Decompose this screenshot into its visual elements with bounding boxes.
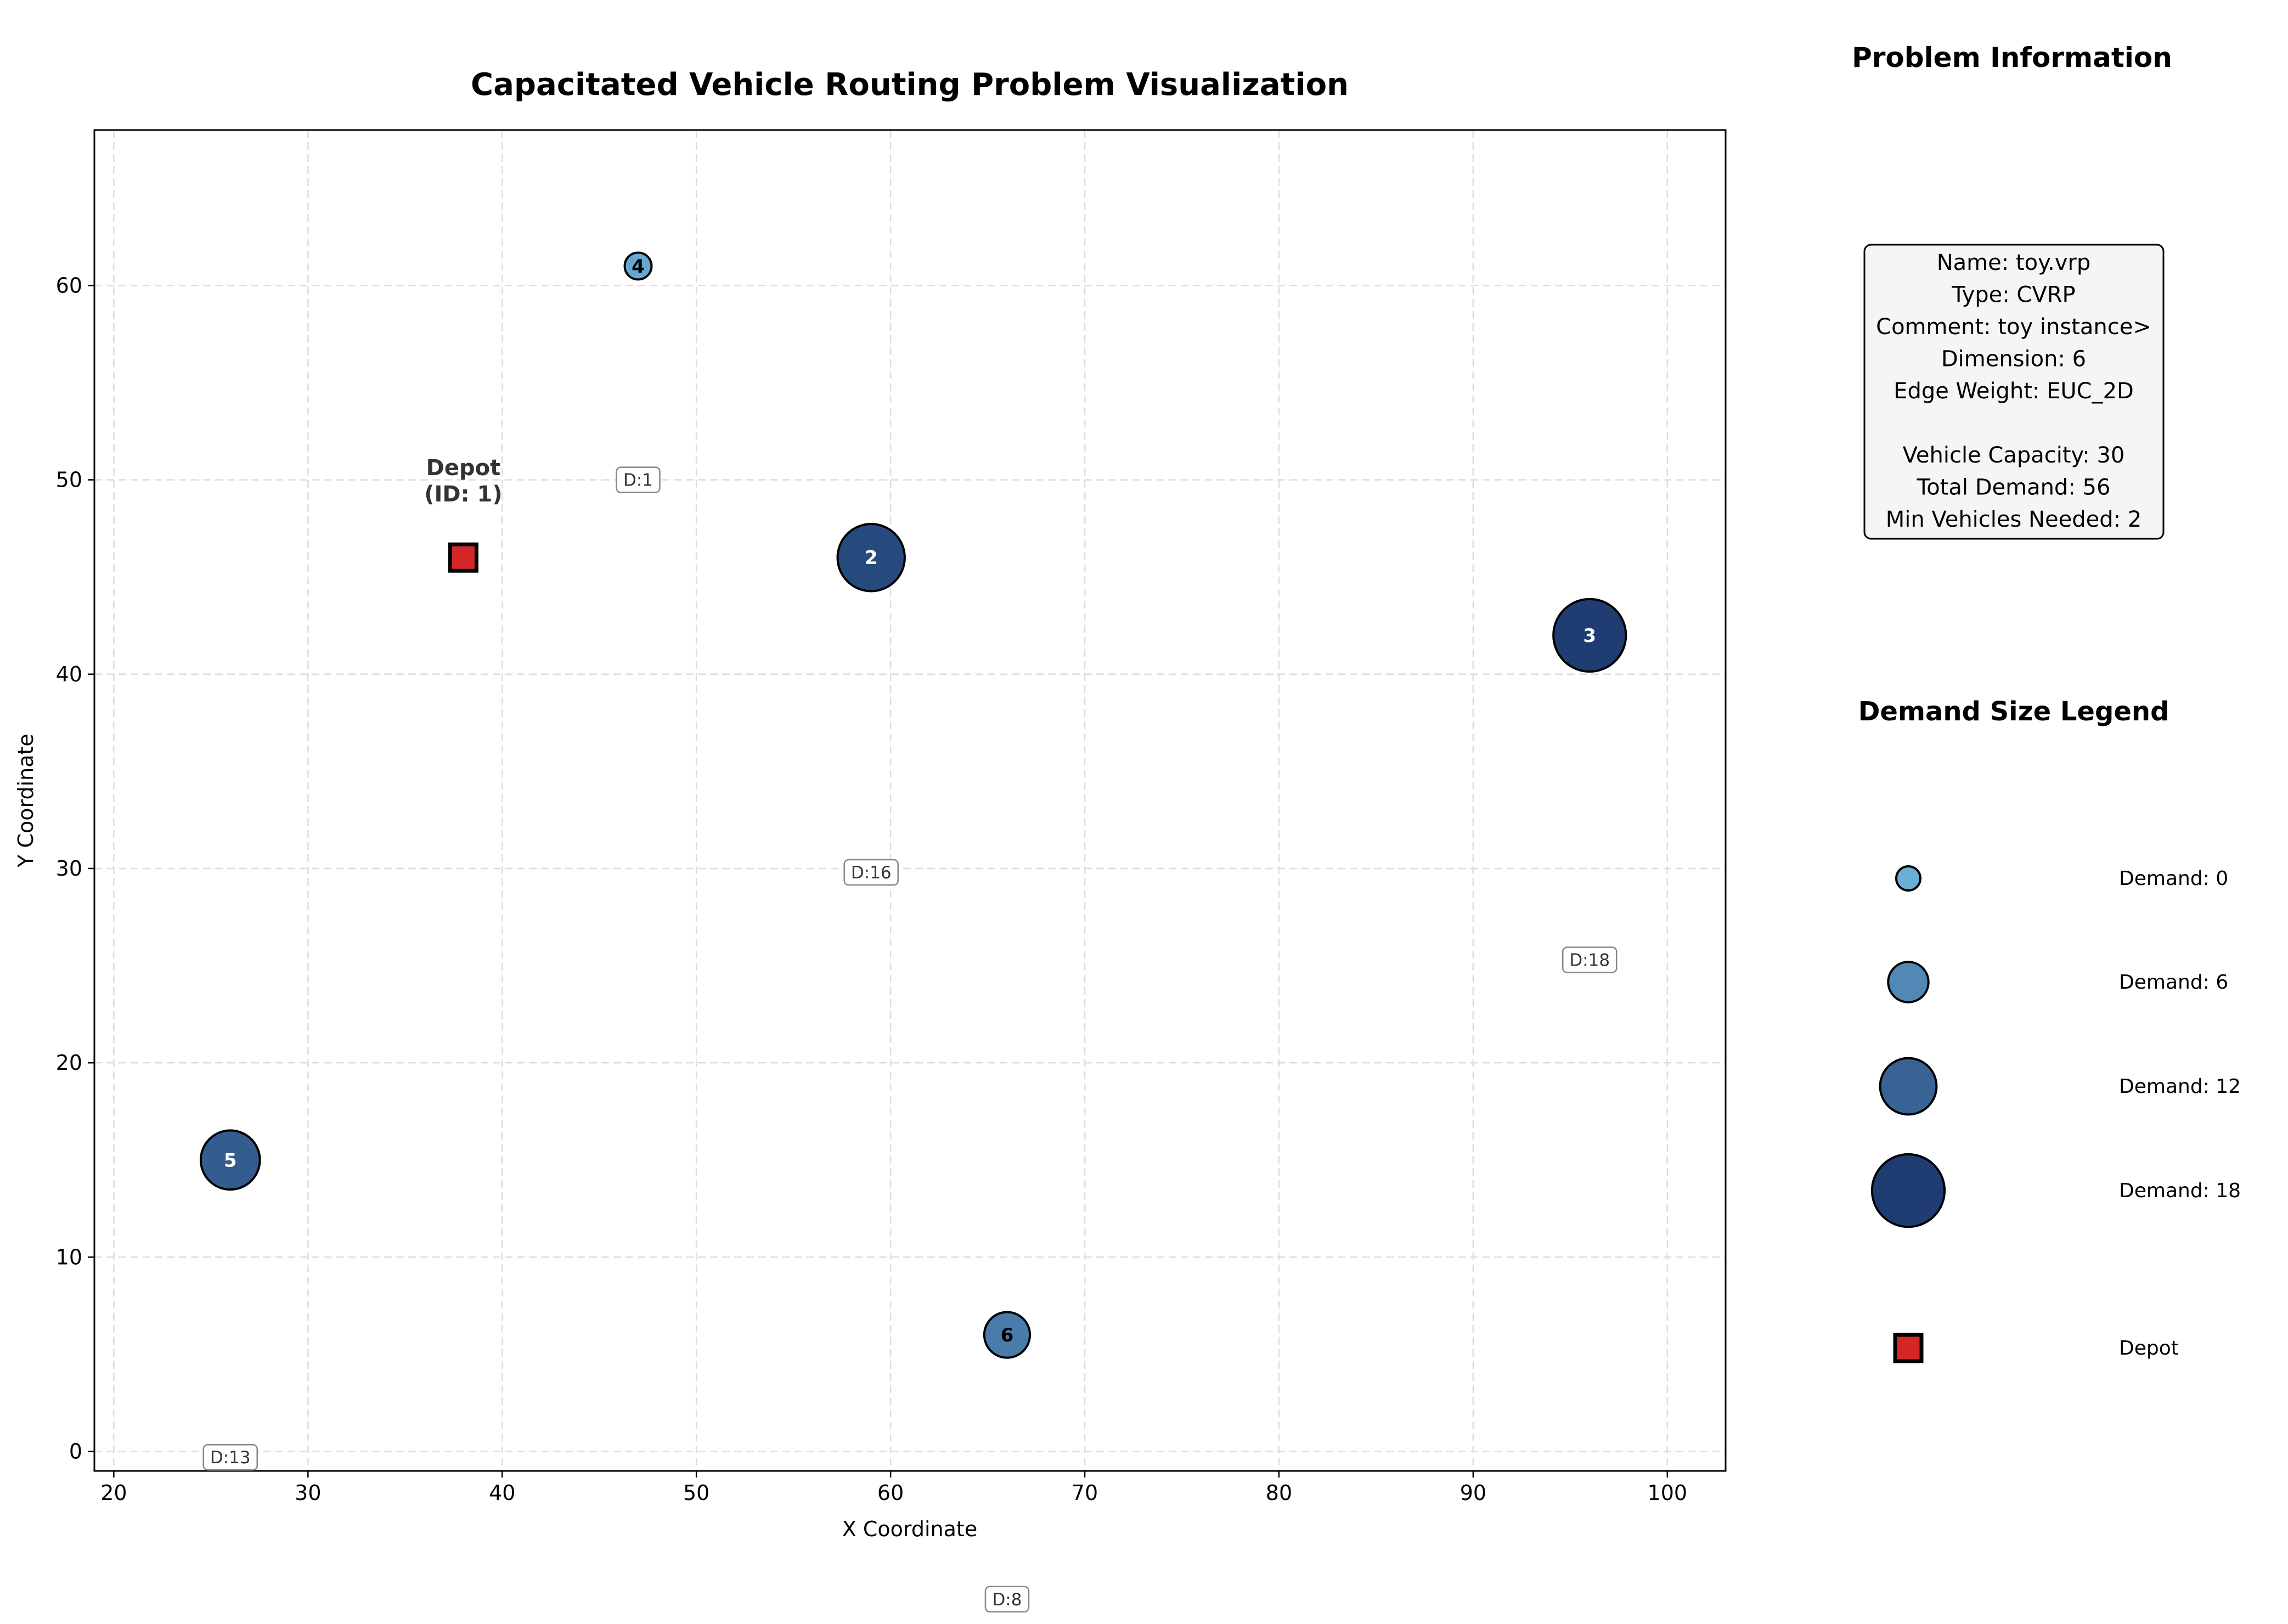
depot-marker	[448, 542, 478, 573]
depot-label: Depot (ID: 1)	[424, 455, 502, 507]
legend-title: Demand Size Legend	[1858, 696, 2169, 727]
y-tick-label: 40	[56, 662, 82, 686]
grid-lines	[94, 130, 1726, 1471]
x-axis-label: X Coordinate	[842, 1517, 977, 1541]
customer-node	[983, 1311, 1032, 1359]
y-tick-label: 50	[56, 468, 82, 492]
x-tick-label: 90	[1460, 1481, 1486, 1505]
info-panel-line: Name: toy.vrp	[1937, 250, 2091, 275]
info-panel-line: Dimension: 6	[1941, 347, 2086, 372]
demand-label-box	[984, 1586, 1030, 1613]
legend-swatch	[1870, 1153, 1946, 1228]
plot-points: 2 3 4 5 6 Depot (ID: 1)	[199, 251, 1627, 1359]
customer-id-label: 4	[632, 256, 645, 278]
y-tick-label: 0	[69, 1440, 82, 1464]
axis-ticks: 20 30 40 50 60 70 80 90 100 0 10 20 30 40 50 60	[56, 273, 1687, 1505]
legend-depot-swatch	[1893, 1333, 1924, 1363]
customer-id-label: 5	[224, 1149, 237, 1171]
demand-label-box	[616, 466, 661, 493]
info-panel-line: Type: CVRP	[1951, 283, 2075, 308]
customer-id-label: 3	[1583, 625, 1596, 647]
y-tick-label: 30	[56, 856, 82, 881]
legend-label: Demand: 12	[2119, 1075, 2241, 1098]
x-tick-label: 30	[295, 1481, 321, 1505]
info-panel-line: Vehicle Capacity: 30	[1903, 443, 2125, 468]
legend-depot-label: Depot	[2119, 1337, 2179, 1360]
y-axis-label: Y Coordinate	[14, 734, 38, 868]
demand-label: D:18	[1569, 950, 1610, 970]
y-tick-label: 10	[56, 1245, 82, 1269]
legend-swatch	[1887, 961, 1930, 1003]
demand-legend: Demand: 0 Demand: 6 Demand: 12 Demand: 18 De…	[1870, 865, 2241, 1363]
info-panel-title: Problem Information	[1852, 42, 2172, 74]
customer-node	[1552, 597, 1627, 673]
legend-label: Demand: 18	[2119, 1180, 2241, 1202]
customer-id-label: 6	[1001, 1324, 1014, 1346]
demand-label: D:8	[992, 1590, 1022, 1610]
legend-swatch	[1895, 865, 1921, 892]
customer-node	[199, 1129, 261, 1191]
x-tick-label: 50	[683, 1481, 709, 1505]
info-panel-line: Total Demand: 56	[1917, 475, 2111, 500]
info-panel-line: Min Vehicles Needed: 2	[1886, 507, 2142, 532]
x-tick-label: 40	[489, 1481, 515, 1505]
x-tick-label: 20	[100, 1481, 127, 1505]
y-tick-label: 60	[56, 273, 82, 297]
x-tick-label: 100	[1648, 1481, 1688, 1505]
demand-label: D:13	[210, 1448, 251, 1468]
y-tick-label: 20	[56, 1051, 82, 1075]
chart-title: Capacitated Vehicle Routing Problem Visu…	[471, 67, 1349, 103]
legend-swatch	[1879, 1057, 1938, 1116]
demand-labels: D:1 D:16 D:18 D:13 D:8	[202, 466, 1618, 1613]
demand-label: D:16	[851, 863, 892, 883]
x-tick-label: 60	[877, 1481, 904, 1505]
demand-label-box	[843, 859, 899, 886]
demand-label: D:1	[623, 471, 653, 490]
x-tick-label: 80	[1266, 1481, 1292, 1505]
legend-label: Demand: 0	[2119, 867, 2228, 890]
demand-label-box	[1562, 946, 1618, 973]
customer-id-label: 2	[865, 547, 878, 569]
x-tick-label: 70	[1072, 1481, 1098, 1505]
plot-frame	[93, 129, 1727, 1472]
demand-label-box	[202, 1443, 258, 1471]
info-panel-lines: Name: toy.vrp Type: CVRP Comment: toy inst…	[1876, 250, 2151, 532]
legend-label: Demand: 6	[2119, 971, 2228, 994]
customer-node	[623, 251, 653, 281]
info-panel-line: Comment: toy instance>	[1876, 314, 2151, 340]
info-panel-line: Edge Weight: EUC_2D	[1893, 379, 2134, 404]
info-panel-box	[1863, 244, 2165, 540]
customer-node	[836, 523, 906, 593]
